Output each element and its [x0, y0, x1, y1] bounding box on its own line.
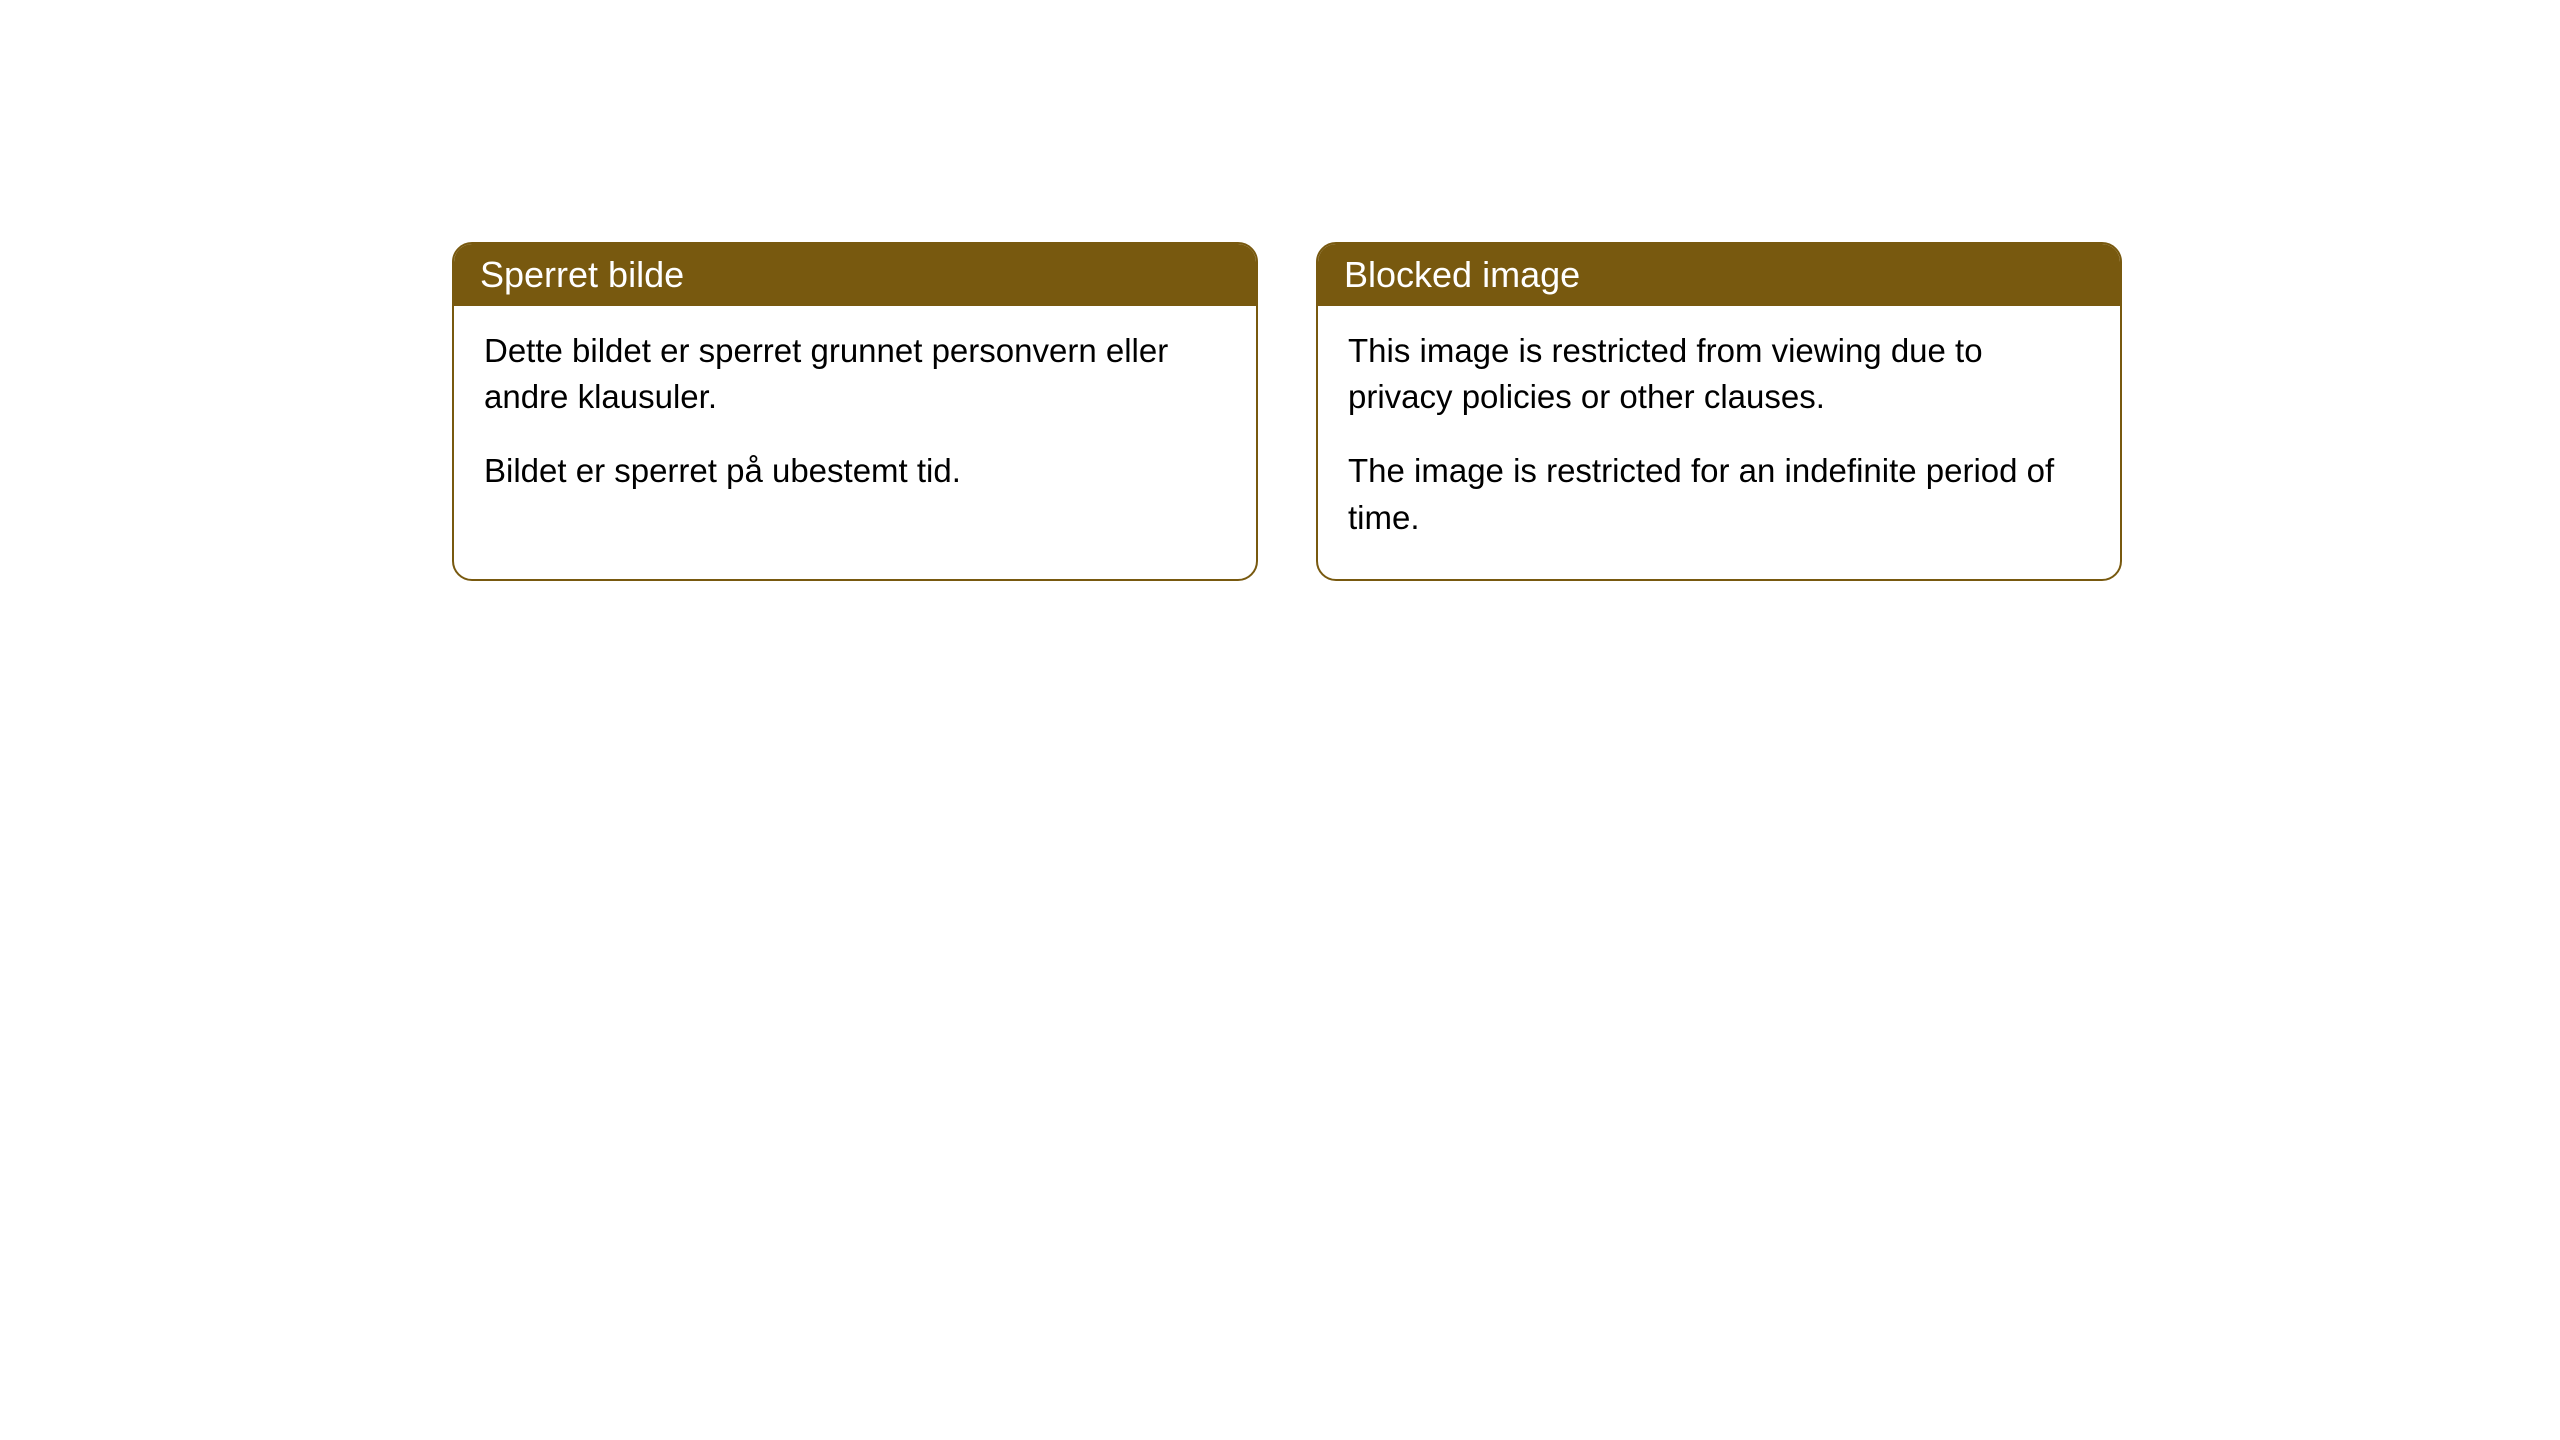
card-paragraph-1-english: This image is restricted from viewing du…	[1348, 328, 2090, 420]
card-title-norwegian: Sperret bilde	[480, 254, 684, 295]
card-paragraph-2-norwegian: Bildet er sperret på ubestemt tid.	[484, 448, 1226, 494]
card-paragraph-2-english: The image is restricted for an indefinit…	[1348, 448, 2090, 540]
card-header-norwegian: Sperret bilde	[454, 244, 1256, 306]
notice-card-norwegian: Sperret bilde Dette bildet er sperret gr…	[452, 242, 1258, 581]
card-title-english: Blocked image	[1344, 254, 1580, 295]
card-paragraph-1-norwegian: Dette bildet er sperret grunnet personve…	[484, 328, 1226, 420]
card-body-norwegian: Dette bildet er sperret grunnet personve…	[454, 306, 1256, 533]
notice-container: Sperret bilde Dette bildet er sperret gr…	[452, 242, 2122, 581]
card-body-english: This image is restricted from viewing du…	[1318, 306, 2120, 579]
notice-card-english: Blocked image This image is restricted f…	[1316, 242, 2122, 581]
card-header-english: Blocked image	[1318, 244, 2120, 306]
